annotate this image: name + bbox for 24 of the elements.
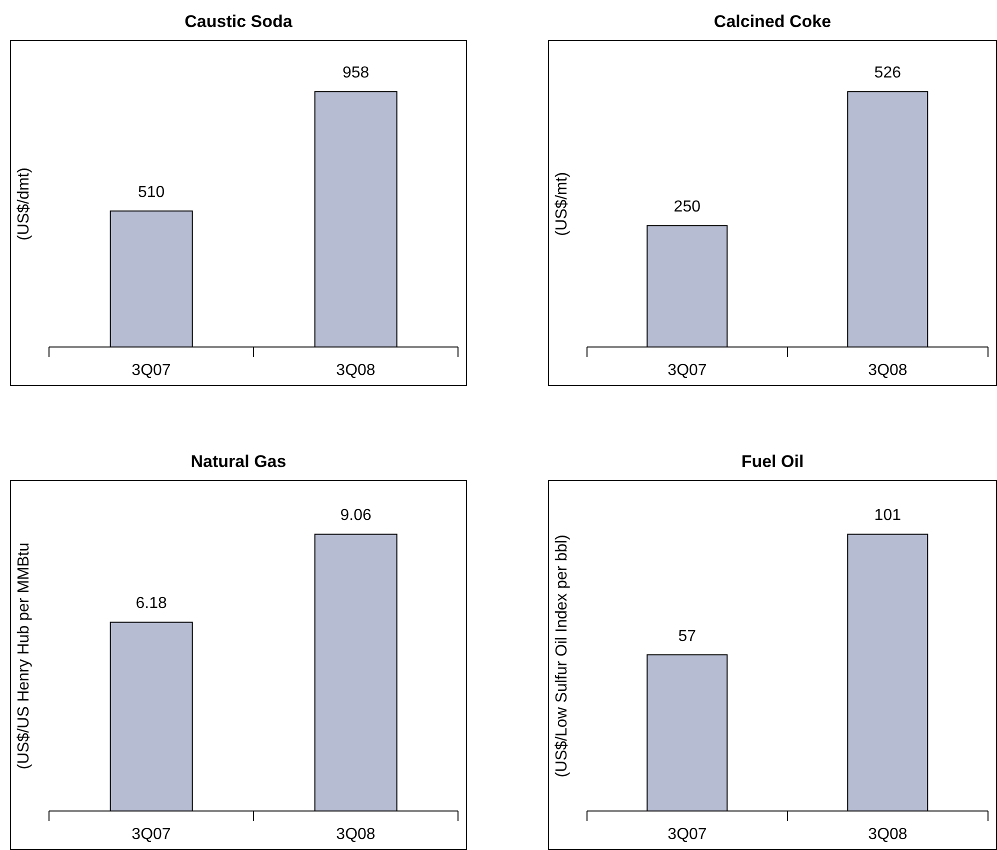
x-tick-label: 3Q07 [132,826,171,843]
y-axis-title: (US$/US Henry Hub per MMBtu [16,542,33,770]
data-label: 101 [874,507,902,524]
x-tick-label: 3Q07 [668,826,707,843]
data-label: 250 [674,198,701,216]
chart-title: Natural Gas [190,451,288,473]
y-axis-title: (US$/Low Sulfur Oil Index per bbl) [554,534,571,778]
x-tick-label: 3Q07 [132,362,171,379]
x-tick-label: 3Q07 [668,362,707,379]
x-tick-label: 3Q08 [868,826,908,843]
data-label: 510 [138,184,165,202]
x-tick-label: 3Q08 [336,362,376,379]
data-label: 57 [678,628,696,645]
x-tick-label: 3Q08 [868,362,908,379]
y-axis-title: (US$/mt) [554,172,571,236]
chart-title: Calcined Coke [712,11,832,33]
data-label: 9.06 [340,507,372,524]
data-label: 958 [342,64,370,82]
chart-title: Caustic Soda [184,11,294,33]
y-axis-title: (US$/dmt) [16,168,33,240]
x-tick-label: 3Q08 [336,826,376,843]
chart-title: Fuel Oil [740,451,805,473]
data-label: 6.18 [136,595,168,612]
data-label: 526 [874,64,902,82]
